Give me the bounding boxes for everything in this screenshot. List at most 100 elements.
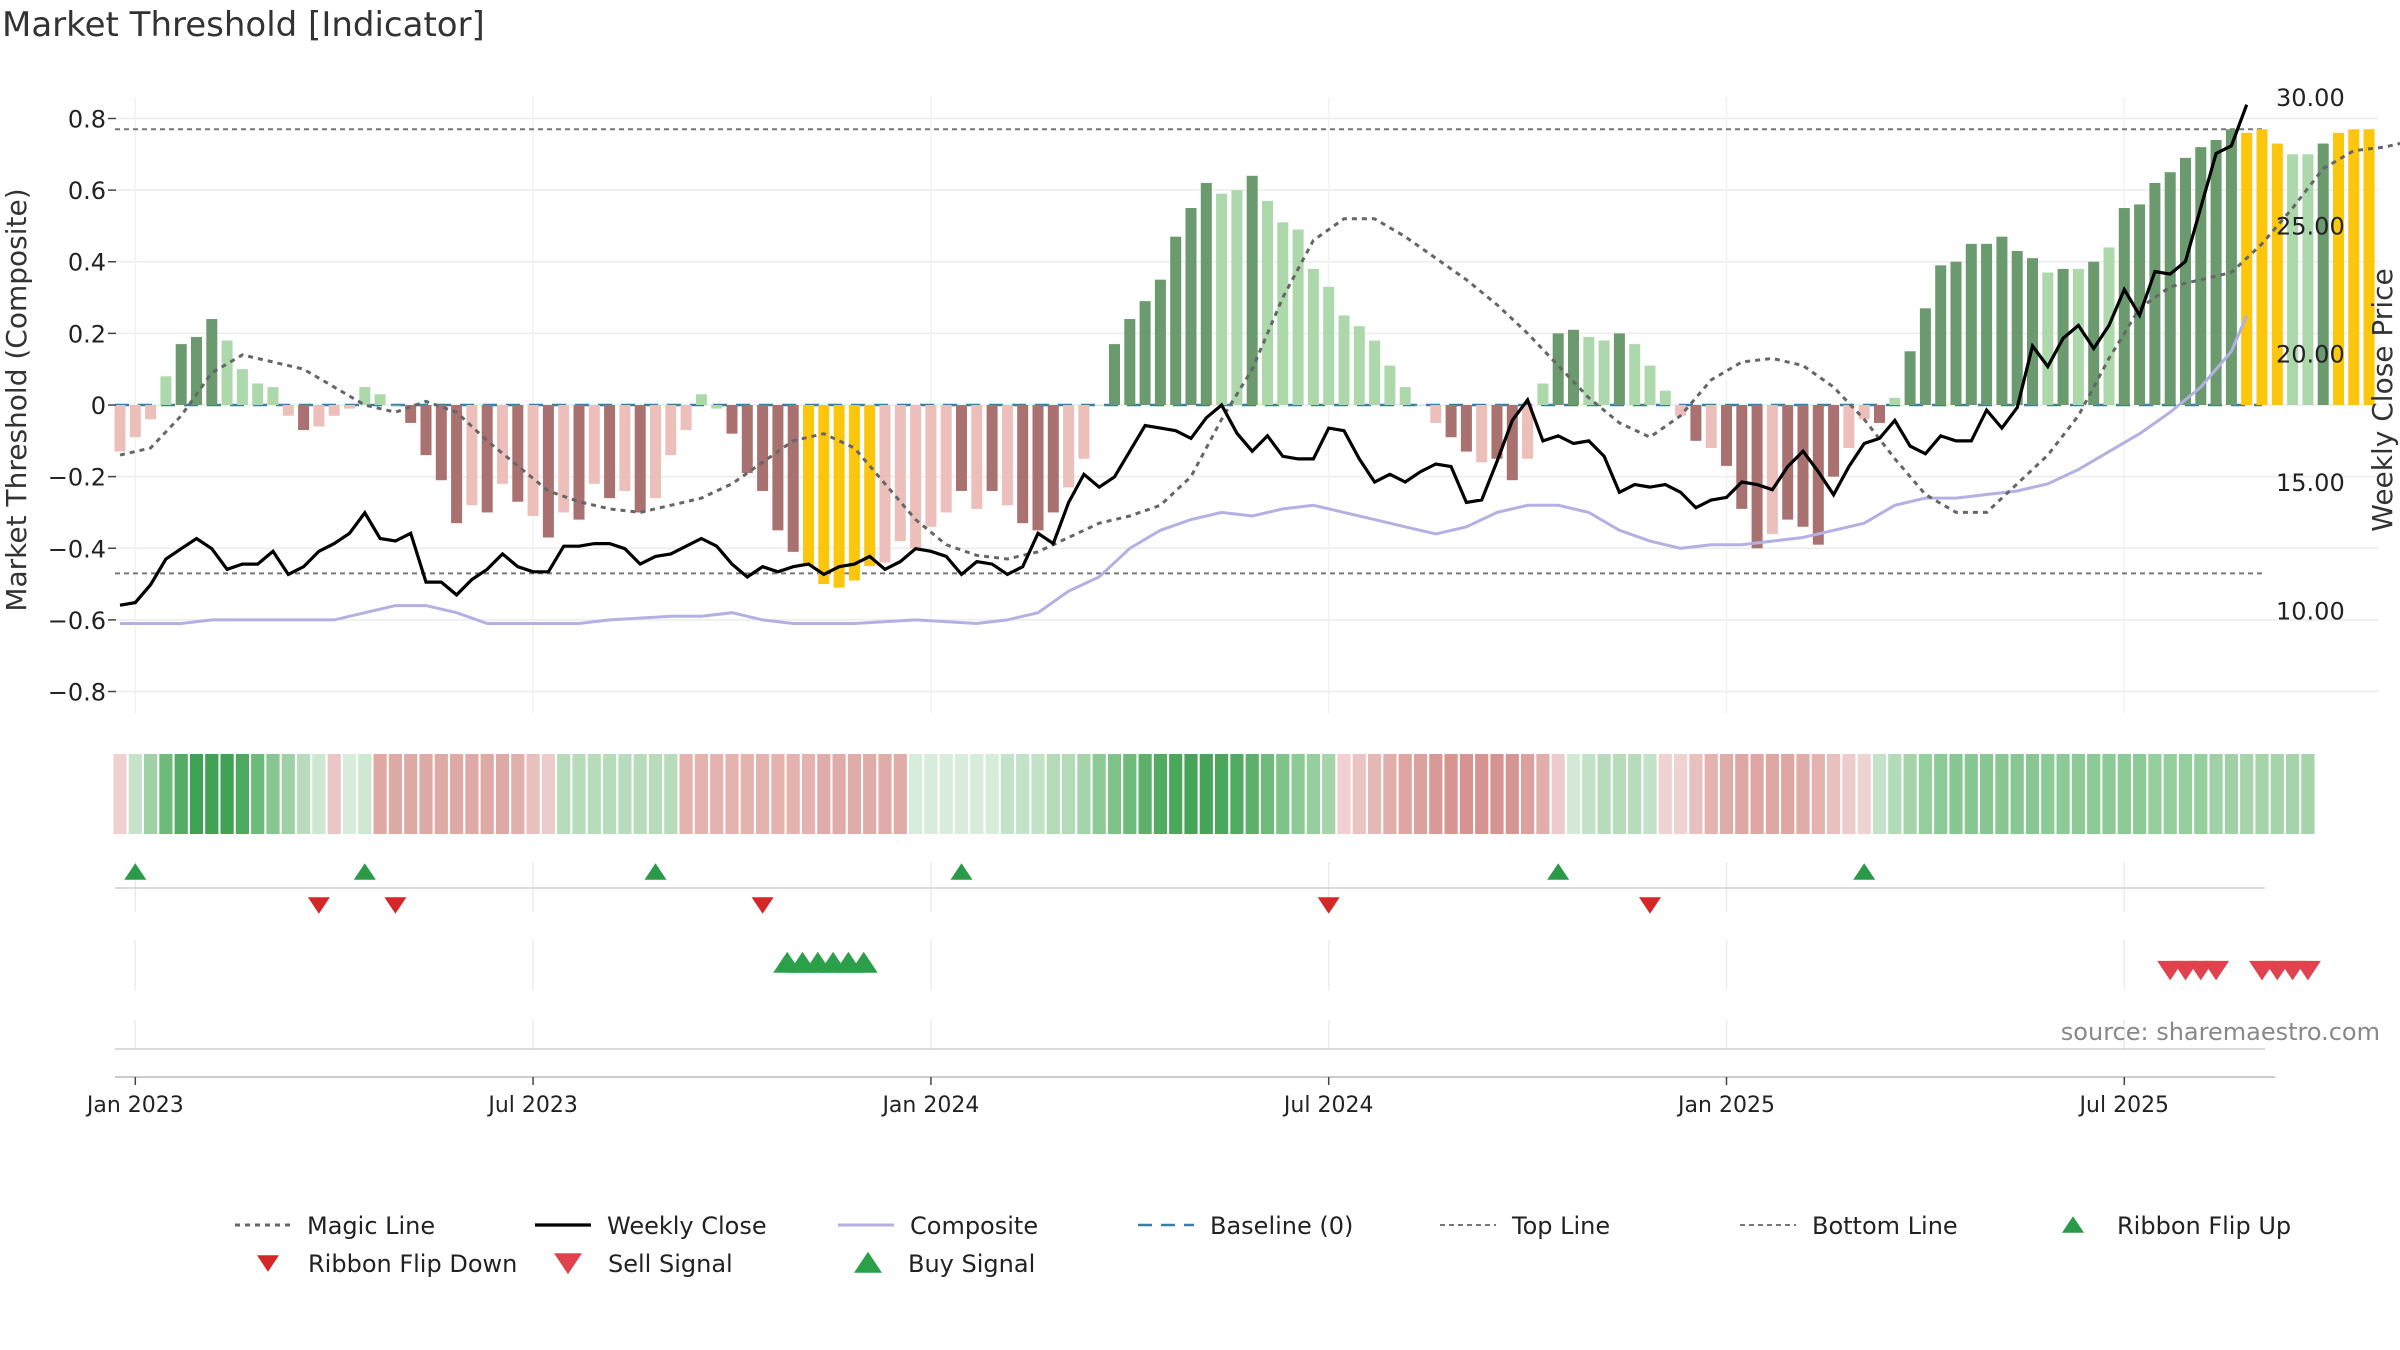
left-y-axis-label: Market Threshold (Composite) <box>0 188 33 611</box>
right-tick-label: 30.00 <box>2276 84 2345 112</box>
ribbon-cell <box>1811 754 1825 834</box>
ribbon-cell <box>954 754 969 834</box>
composite-bar <box>741 405 753 474</box>
ribbon-cell <box>2148 754 2162 834</box>
ribbon-cell <box>1413 754 1428 834</box>
composite-bar <box>1583 336 1595 405</box>
ribbon-cell <box>251 754 265 834</box>
ribbon-cell <box>1490 754 1504 834</box>
ribbon-cell <box>1153 754 1167 834</box>
composite-bar <box>359 387 371 405</box>
ribbon-cell <box>1566 754 1581 834</box>
composite-bar <box>236 369 248 405</box>
composite-bar <box>481 405 493 513</box>
ribbon-cell <box>1322 754 1336 834</box>
ribbon-cell <box>1092 754 1106 834</box>
composite-bar <box>1659 390 1671 405</box>
ribbon-cell <box>1459 754 1473 834</box>
composite-bar <box>2134 204 2146 405</box>
ribbon-cell <box>1444 754 1458 834</box>
legend-item: Baseline (0) <box>1138 1212 1353 1240</box>
ribbon-flip-down-marker <box>384 897 407 914</box>
ribbon-cell <box>419 754 433 834</box>
composite-bar <box>2225 129 2237 406</box>
x-tick-label: Jan 2025 <box>1676 1093 1775 1118</box>
composite-bar <box>1736 405 1748 509</box>
x-tick-label: Jul 2025 <box>2078 1093 2170 1118</box>
ribbon-flip-up-marker <box>353 863 376 880</box>
legend-symbol-flip-up <box>2062 1216 2084 1233</box>
composite-bar <box>1415 405 1426 406</box>
sell-signal-marker <box>2294 960 2321 981</box>
ribbon-cell <box>2117 754 2131 834</box>
ribbon-cell <box>832 754 846 834</box>
legend: Magic Line Weekly Close Composite Baseline … <box>235 1212 2291 1278</box>
ribbon-cell <box>174 754 188 834</box>
signal-markers <box>115 863 2321 1050</box>
ribbon-cell <box>2133 754 2147 834</box>
sell-signal-marker <box>2203 960 2230 981</box>
composite-bar <box>757 405 769 491</box>
ribbon-cell <box>909 754 923 834</box>
ribbon-cell <box>2025 754 2040 834</box>
composite-bar <box>1109 344 1120 405</box>
ribbon-cell <box>1184 754 1198 834</box>
ribbon-cell <box>694 754 708 834</box>
composite-bar <box>1078 405 1090 459</box>
trend-ribbon <box>113 754 2315 834</box>
composite-bar <box>2287 154 2299 405</box>
composite-bar <box>328 405 340 416</box>
ribbon-cell <box>603 754 617 834</box>
ribbon-cell <box>633 754 647 834</box>
composite-bar <box>1369 340 1381 405</box>
composite-bar <box>772 405 784 531</box>
ribbon-cell <box>1934 754 1948 834</box>
composite-bar <box>2363 129 2375 406</box>
legend-label: Sell Signal <box>608 1250 733 1278</box>
left-tick-label: −0.8 <box>48 679 106 707</box>
ribbon-cell <box>2240 754 2254 834</box>
composite-bar <box>833 405 845 588</box>
left-tick-label: 0.6 <box>68 177 106 205</box>
composite-bar <box>2302 154 2314 405</box>
composite-bar <box>787 405 799 552</box>
composite-bar <box>1231 190 1243 405</box>
legend-label: Weekly Close <box>607 1212 767 1240</box>
composite-bar <box>1782 405 1794 520</box>
ribbon-cell <box>1857 754 1871 834</box>
right-y-axis-label: Weekly Close Price <box>2366 268 2399 531</box>
ribbon-cell <box>740 754 754 834</box>
ribbon-cell <box>1000 754 1014 834</box>
composite-bar <box>252 383 264 405</box>
legend-item: Buy Signal <box>854 1250 1035 1278</box>
ribbon-cell <box>1368 754 1382 834</box>
composite-bar <box>986 405 998 491</box>
composite-bar <box>2118 208 2130 405</box>
series-lines <box>119 104 2400 626</box>
composite-bar <box>864 405 876 567</box>
composite-bar <box>1522 405 1534 459</box>
ribbon-flip-down-marker <box>751 897 774 914</box>
ribbon-cell <box>2178 754 2193 834</box>
ribbon-cell <box>1352 754 1366 834</box>
composite-bar <box>711 405 723 409</box>
ribbon-cell <box>1872 754 1887 834</box>
composite-bar <box>298 405 310 431</box>
ribbon-cell <box>2194 754 2208 834</box>
composite-bar <box>191 336 202 405</box>
composite-bar <box>818 405 830 585</box>
ribbon-cell <box>618 754 632 834</box>
ribbon-cell <box>450 754 464 834</box>
ribbon-cell <box>1505 754 1519 834</box>
ribbon-cell <box>1046 754 1060 834</box>
composite-bar <box>2149 182 2161 405</box>
ribbon-cell <box>235 754 249 834</box>
composite-bar <box>588 405 600 484</box>
composite-bar <box>1384 365 1396 405</box>
buy-signal-marker <box>849 951 878 973</box>
composite-bar <box>2027 258 2038 405</box>
ribbon-cell <box>1719 754 1734 834</box>
ribbon-cell <box>511 754 525 834</box>
ribbon-cell <box>1062 754 1076 834</box>
composite-bar <box>1950 261 1962 405</box>
